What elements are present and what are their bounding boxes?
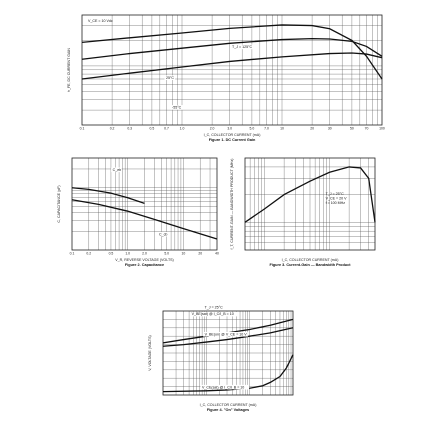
series-label-background bbox=[111, 167, 122, 173]
series-label: V_CE(sat) @ I_C/I_B = 10 bbox=[202, 385, 244, 389]
series-line-1 bbox=[71, 199, 218, 240]
x-axis-label: I_C, COLLECTOR CURRENT (mA) bbox=[200, 403, 257, 407]
y-axis-label: V, VOLTAGE (VOLTS) bbox=[148, 335, 152, 370]
grid bbox=[72, 158, 217, 250]
plot-frame bbox=[71, 157, 218, 251]
test-condition: V_CE = 20 V bbox=[326, 196, 347, 200]
x-axis-label: V_R, REVERSE VOLTAGE (VOLTS) bbox=[115, 258, 174, 262]
series-label: C_cb bbox=[159, 232, 167, 236]
x-tick-label: 0.5 bbox=[109, 252, 114, 256]
x-tick-label: 0.3 bbox=[127, 127, 132, 131]
x-tick-label: 100 bbox=[379, 127, 385, 131]
x-tick-label: 20 bbox=[310, 127, 314, 131]
test-condition: f = 100 MHz bbox=[326, 201, 346, 205]
figure-caption: Figure 1. DC Current Gain bbox=[209, 138, 256, 142]
series-line-0 bbox=[71, 187, 145, 205]
y-axis-label: C, CAPACITANCE (pF) bbox=[57, 185, 61, 222]
figure-4-on-voltages: I_C, COLLECTOR CURRENT (mA) V, VOLTAGE (V… bbox=[148, 306, 294, 412]
x-tick-label: 5.0 bbox=[164, 252, 169, 256]
x-tick-label: 1.0 bbox=[125, 252, 130, 256]
series-label-background bbox=[164, 75, 176, 80]
test-condition: T_J = 25°C bbox=[205, 306, 224, 310]
x-tick-label: 1.0 bbox=[180, 127, 185, 131]
test-condition: V_CE = 10 Vdc bbox=[88, 19, 113, 23]
x-tick-label: 10 bbox=[182, 252, 186, 256]
x-tick-label: 0.7 bbox=[164, 127, 169, 131]
x-tick-label: 40 bbox=[215, 252, 219, 256]
figure-caption: Figure 4. "On" Voltages bbox=[207, 408, 249, 412]
x-tick-label: 50 bbox=[350, 127, 354, 131]
x-tick-label: 0.2 bbox=[110, 127, 115, 131]
plot-frame bbox=[162, 310, 294, 396]
x-axis-label: I_C, COLLECTOR CURRENT (mA) bbox=[282, 258, 339, 262]
figure-caption: Figure 3. Current-Gain — Bandwidth Produ… bbox=[269, 263, 351, 267]
series-label: V_BE(sat) @ I_C/I_B = 10 bbox=[192, 312, 234, 316]
grid bbox=[163, 311, 293, 395]
test-condition: T_J = 25°C bbox=[326, 192, 345, 196]
plot-frame bbox=[81, 14, 383, 126]
series-label: 25°C bbox=[166, 76, 174, 80]
y-axis-label: f_T, CURRENT-GAIN — BANDWIDTH PRODUCT (M… bbox=[230, 159, 234, 250]
grid bbox=[82, 15, 382, 125]
series-label: T_J = 125°C bbox=[232, 45, 253, 49]
x-tick-label: 2.0 bbox=[142, 252, 147, 256]
figure-3-gain-bandwidth: I_C, COLLECTOR CURRENT (mA) f_T, CURRENT-… bbox=[230, 157, 376, 267]
series-label-background bbox=[203, 331, 248, 337]
plot-frame bbox=[244, 157, 376, 251]
series-label: V_BE(on) @ V_CE = 10 V bbox=[205, 332, 248, 336]
x-axis-label: I_C, COLLECTOR CURRENT (mA) bbox=[204, 133, 261, 137]
x-tick-label: 70 bbox=[365, 127, 369, 131]
x-tick-label: 0.1 bbox=[80, 127, 85, 131]
x-tick-label: 0.5 bbox=[150, 127, 155, 131]
figure-caption: Figure 2. Capacitance bbox=[125, 263, 164, 267]
x-tick-label: 30 bbox=[328, 127, 332, 131]
figure-2-capacitance: 0.1 0.2 0.5 1.0 2.0 5.0 10 20 40 V_R, REVERSE VOL… bbox=[57, 157, 219, 267]
series-label: -55°C bbox=[172, 106, 182, 110]
x-tick-label: 5.0 bbox=[250, 127, 255, 131]
series-label-background bbox=[170, 105, 183, 110]
series-label-background bbox=[190, 311, 239, 317]
figure-1-dc-current-gain: 0.1 0.2 0.3 0.5 0.7 1.0 2.0 3.0 5.0 7.0 10 20 30 50 70… bbox=[67, 14, 385, 142]
series-line-1 bbox=[81, 38, 383, 60]
series-label-background bbox=[200, 384, 250, 390]
x-tick-label: 0.1 bbox=[70, 252, 75, 256]
series-label-background bbox=[230, 44, 255, 50]
series-line-1 bbox=[162, 327, 294, 347]
x-tick-label: 2.0 bbox=[210, 127, 215, 131]
x-tick-label: 20 bbox=[198, 252, 202, 256]
series-line-2 bbox=[81, 52, 383, 80]
series-label: C_eb bbox=[113, 168, 122, 172]
series-line-2 bbox=[162, 354, 294, 393]
x-tick-label: 3.0 bbox=[227, 127, 232, 131]
series-line-0 bbox=[244, 166, 376, 223]
x-tick-label: 7.0 bbox=[264, 127, 269, 131]
series-label-background bbox=[157, 231, 169, 237]
grid bbox=[245, 158, 375, 250]
x-tick-label: 0.2 bbox=[86, 252, 91, 256]
x-tick-label: 10 bbox=[280, 127, 284, 131]
y-axis-label: h_FE, DC CURRENT GAIN bbox=[67, 48, 71, 92]
series-line-0 bbox=[81, 24, 383, 80]
